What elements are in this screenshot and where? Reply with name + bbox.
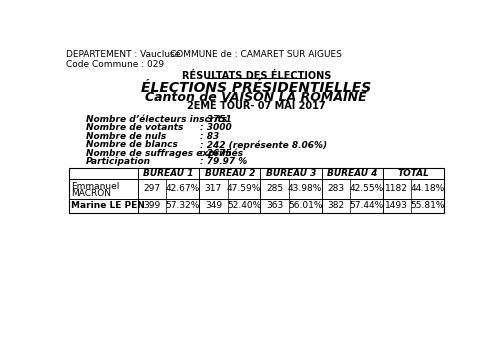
Text: 285: 285 <box>266 184 283 193</box>
Text: 43.98%: 43.98% <box>288 184 322 193</box>
Text: Nombre de nuls: Nombre de nuls <box>86 132 166 141</box>
Text: Code Commune : 029: Code Commune : 029 <box>66 60 164 69</box>
Text: : 2675: : 2675 <box>200 149 232 158</box>
Text: Nombre de blancs: Nombre de blancs <box>86 140 178 149</box>
Text: 57.32%: 57.32% <box>166 201 200 210</box>
Text: 297: 297 <box>144 184 161 193</box>
Text: 55.81%: 55.81% <box>410 201 444 210</box>
Text: 283: 283 <box>327 184 344 193</box>
Text: 52.40%: 52.40% <box>227 201 261 210</box>
Text: 317: 317 <box>204 184 222 193</box>
Text: : 79.97 %: : 79.97 % <box>200 157 248 166</box>
Text: DEPARTEMENT : Vaucluse: DEPARTEMENT : Vaucluse <box>66 50 181 59</box>
Text: 42.67%: 42.67% <box>166 184 200 193</box>
Text: Nombre de suffrages exprimés: Nombre de suffrages exprimés <box>86 149 243 158</box>
Text: : 3000: : 3000 <box>200 123 232 132</box>
Text: 2EME TOUR- 07 MAI 2017: 2EME TOUR- 07 MAI 2017 <box>187 101 326 111</box>
Text: COMMUNE de : CAMARET SUR AIGUES: COMMUNE de : CAMARET SUR AIGUES <box>170 50 342 59</box>
Text: Emmanuel: Emmanuel <box>71 182 120 191</box>
Text: ÉLECTIONS PRÉSIDENTIELLES: ÉLECTIONS PRÉSIDENTIELLES <box>141 81 372 95</box>
Text: 44.18%: 44.18% <box>410 184 444 193</box>
Text: RÉSULTATS DES ÉLECTIONS: RÉSULTATS DES ÉLECTIONS <box>182 71 331 81</box>
Text: 399: 399 <box>144 201 161 210</box>
Text: Marine LE PEN: Marine LE PEN <box>71 201 145 210</box>
Text: BUREAU 1: BUREAU 1 <box>144 169 194 178</box>
Text: Nombre de votants: Nombre de votants <box>86 123 183 132</box>
Text: BUREAU 3: BUREAU 3 <box>266 169 316 178</box>
Text: 1182: 1182 <box>386 184 408 193</box>
Text: 57.44%: 57.44% <box>349 201 384 210</box>
Text: 349: 349 <box>205 201 222 210</box>
Text: BUREAU 2: BUREAU 2 <box>204 169 255 178</box>
Text: TOTAL: TOTAL <box>398 169 429 178</box>
Text: 42.55%: 42.55% <box>349 184 384 193</box>
Text: : 3751: : 3751 <box>200 115 232 124</box>
Text: BUREAU 4: BUREAU 4 <box>327 169 378 178</box>
Text: 382: 382 <box>327 201 344 210</box>
Text: 363: 363 <box>266 201 283 210</box>
Text: MACRON: MACRON <box>71 189 111 198</box>
Text: : 83: : 83 <box>200 132 220 141</box>
Bar <box>68 168 444 213</box>
Text: 56.01%: 56.01% <box>288 201 322 210</box>
Text: Nombre d’électeurs inscrits: Nombre d’électeurs inscrits <box>86 115 227 124</box>
Text: Participation: Participation <box>86 157 151 166</box>
Text: 47.59%: 47.59% <box>227 184 261 193</box>
Text: : 242 (représente 8.06%): : 242 (représente 8.06%) <box>200 140 328 150</box>
Text: 1493: 1493 <box>386 201 408 210</box>
Text: Canton de VAISON LA ROMAINE: Canton de VAISON LA ROMAINE <box>146 91 367 104</box>
